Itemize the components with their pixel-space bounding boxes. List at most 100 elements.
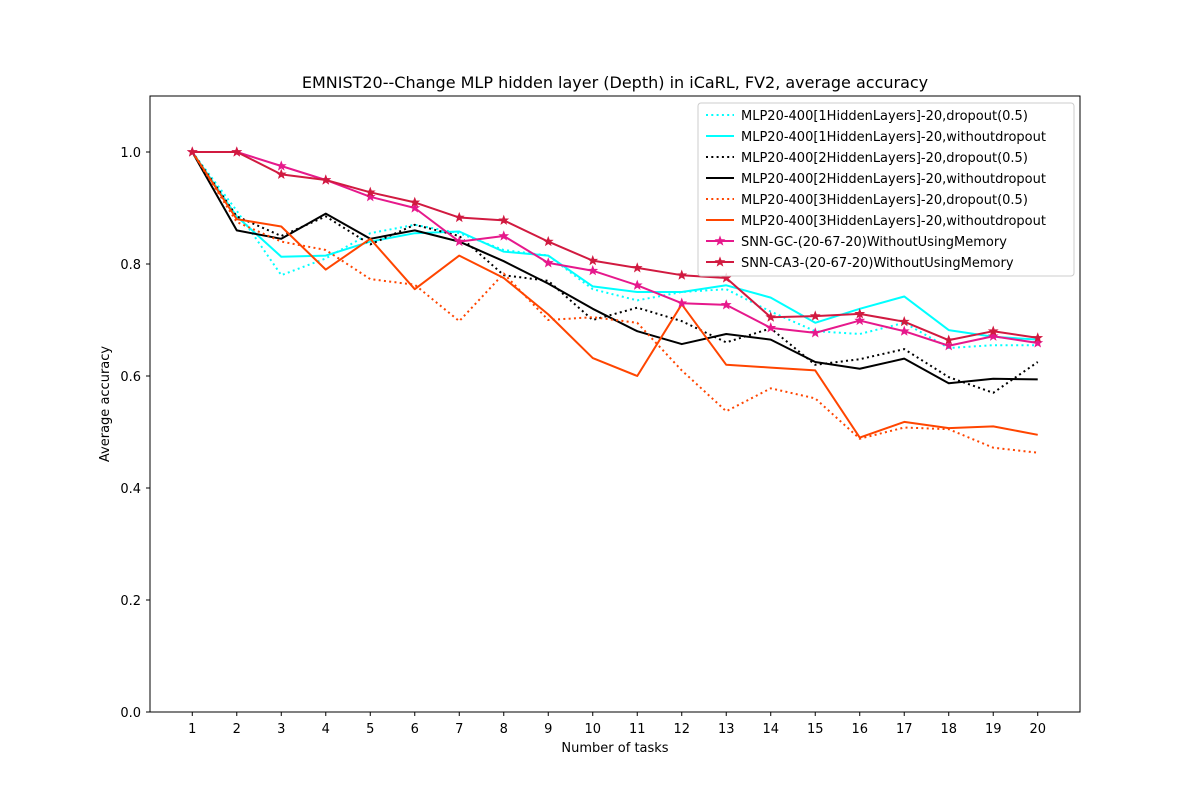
x-tick-label: 14 — [762, 722, 779, 737]
legend-label: MLP20-400[3HiddenLayers]-20,dropout(0.5) — [741, 193, 1028, 208]
x-tick-label: 9 — [544, 722, 552, 737]
legend-label: MLP20-400[2HiddenLayers]-20,dropout(0.5) — [741, 151, 1028, 166]
y-tick-label: 0.0 — [120, 706, 141, 721]
x-tick-label: 1 — [188, 722, 196, 737]
series-6 — [191, 151, 1038, 439]
data-point — [676, 269, 688, 280]
legend-label: MLP20-400[1HiddenLayers]-20,withoutdropo… — [741, 130, 1046, 145]
data-point — [320, 174, 332, 185]
series-line — [191, 151, 1038, 454]
plot-frame — [149, 95, 1081, 713]
x-tick-label: 4 — [322, 722, 330, 737]
data-point — [809, 310, 821, 321]
series-line — [191, 151, 1038, 439]
y-tick-label: 0.6 — [120, 370, 141, 385]
series-line — [191, 151, 1038, 385]
legend-item: MLP20-400[2HiddenLayers]-20,withoutdropo… — [706, 172, 1046, 187]
y-tick-label: 0.2 — [120, 594, 141, 609]
y-tick-label: 1.0 — [120, 146, 141, 161]
series-4 — [191, 151, 1038, 385]
data-point — [364, 186, 376, 197]
x-axis: 1 2 3 4 5 6 7 8 9 10 11 12 13 14 15 16 17 18 19 20 — [188, 712, 1046, 737]
data-point — [631, 262, 643, 273]
data-point — [987, 330, 999, 341]
x-tick-label: 2 — [233, 722, 241, 737]
x-tick-label: 12 — [673, 722, 690, 737]
x-tick-label: 16 — [851, 722, 868, 737]
data-point — [498, 230, 510, 241]
x-tick-label: 3 — [277, 722, 285, 737]
data-point — [987, 325, 999, 336]
data-point — [409, 196, 421, 207]
series-5 — [191, 151, 1038, 454]
data-point — [364, 191, 376, 202]
legend-item: MLP20-400[1HiddenLayers]-20,withoutdropo… — [706, 130, 1046, 145]
data-point — [542, 235, 554, 247]
legend-frame — [697, 102, 1075, 277]
data-point — [409, 202, 421, 213]
data-point — [765, 311, 777, 322]
y-tick-label: 0.4 — [120, 482, 141, 497]
x-tick-label: 7 — [455, 722, 463, 737]
data-point — [809, 327, 821, 338]
data-point — [498, 214, 510, 225]
data-point — [854, 308, 866, 319]
legend-label: MLP20-400[3HiddenLayers]-20,withoutdropo… — [741, 214, 1046, 229]
series-line — [192, 151, 1038, 342]
data-point — [765, 322, 777, 333]
x-tick-label: 19 — [985, 722, 1002, 737]
data-point — [676, 297, 688, 308]
x-tick-label: 10 — [584, 722, 601, 737]
legend-item: SNN-GC-(20-67-20)WithoutUsingMemory — [706, 235, 1007, 250]
legend-item: MLP20-400[3HiddenLayers]-20,withoutdropo… — [706, 214, 1046, 229]
series-2 — [191, 151, 1038, 341]
series-line — [191, 151, 1038, 341]
data-point — [720, 299, 732, 310]
x-tick-label: 5 — [366, 722, 374, 737]
legend-item: MLP20-400[1HiddenLayers]-20,dropout(0.5) — [706, 109, 1028, 124]
legend: MLP20-400[1HiddenLayers]-20,dropout(0.5)… — [697, 102, 1075, 277]
x-tick-label: 11 — [629, 722, 646, 737]
legend-label: MLP20-400[2HiddenLayers]-20,withoutdropo… — [741, 172, 1046, 187]
data-point — [631, 279, 643, 290]
x-tick-label: 8 — [500, 722, 508, 737]
legend-item: MLP20-400[2HiddenLayers]-20,dropout(0.5) — [706, 151, 1028, 166]
legend-item: MLP20-400[3HiddenLayers]-20,dropout(0.5) — [706, 193, 1028, 208]
data-point — [898, 316, 910, 327]
data-point — [231, 146, 243, 157]
legend-item: SNN-CA3-(20-67-20)WithoutUsingMemory — [706, 256, 1014, 271]
data-point — [186, 146, 198, 157]
x-tick-label: 6 — [411, 722, 419, 737]
x-tick-label: 18 — [940, 722, 957, 737]
y-tick-label: 0.8 — [120, 258, 141, 273]
series-line — [191, 151, 1039, 394]
x-tick-label: 15 — [807, 722, 824, 737]
y-axis-label: Average accuracy — [98, 346, 113, 462]
x-tick-label: 17 — [896, 722, 913, 737]
chart-title: EMNIST20--Change MLP hidden layer (Depth… — [302, 73, 928, 92]
data-point — [943, 334, 955, 345]
data-point — [1032, 332, 1044, 343]
data-point — [587, 265, 599, 276]
data-point — [854, 314, 866, 326]
data-point — [898, 325, 910, 336]
data-point — [587, 254, 599, 266]
data-point — [542, 257, 554, 268]
data-point — [453, 235, 465, 247]
legend-label: SNN-CA3-(20-67-20)WithoutUsingMemory — [741, 256, 1014, 271]
y-axis: 0.0 0.2 0.4 0.6 0.8 1.0 — [120, 146, 150, 721]
series-3 — [191, 151, 1039, 394]
x-axis-label: Number of tasks — [561, 741, 668, 756]
legend-marker — [714, 235, 726, 246]
data-point — [453, 211, 465, 223]
legend-label: SNN-GC-(20-67-20)WithoutUsingMemory — [741, 235, 1007, 250]
data-point — [1032, 337, 1044, 348]
legend-marker — [714, 256, 726, 267]
x-tick-label: 20 — [1029, 722, 1046, 737]
data-point — [943, 340, 955, 351]
x-tick-label: 13 — [718, 722, 735, 737]
data-point — [275, 160, 287, 171]
plot-area — [186, 146, 1044, 454]
data-point — [275, 168, 287, 179]
